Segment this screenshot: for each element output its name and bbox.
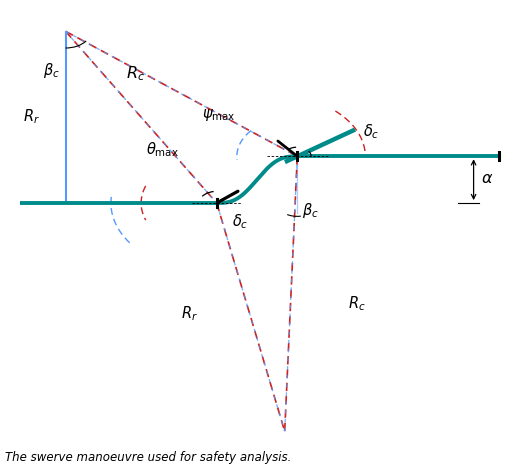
Text: $\delta_c$: $\delta_c$: [363, 123, 379, 141]
Text: $R_r$: $R_r$: [181, 304, 198, 323]
Text: $\theta_{\mathrm{max}}$: $\theta_{\mathrm{max}}$: [146, 141, 179, 159]
Text: $\alpha$: $\alpha$: [481, 171, 493, 186]
Text: $R_r$: $R_r$: [23, 107, 40, 126]
Text: $\psi_{\mathrm{max}}$: $\psi_{\mathrm{max}}$: [201, 107, 235, 123]
Text: The swerve manoeuvre used for safety analysis.: The swerve manoeuvre used for safety ana…: [5, 451, 291, 464]
Text: $\beta_c$: $\beta_c$: [43, 61, 60, 80]
Text: $\delta_c$: $\delta_c$: [232, 212, 248, 231]
Text: $\beta_c$: $\beta_c$: [302, 201, 319, 219]
Text: $R_c$: $R_c$: [347, 294, 365, 313]
Text: $R_c$: $R_c$: [126, 64, 145, 82]
